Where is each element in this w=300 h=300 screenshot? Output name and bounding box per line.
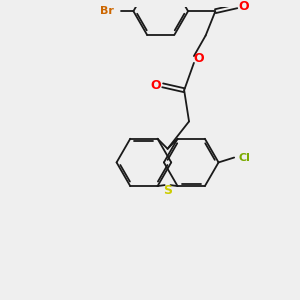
Text: O: O bbox=[238, 0, 249, 13]
Text: O: O bbox=[151, 79, 161, 92]
Text: Br: Br bbox=[100, 6, 114, 16]
Text: O: O bbox=[194, 52, 204, 65]
Text: S: S bbox=[163, 184, 172, 197]
Text: Cl: Cl bbox=[238, 152, 250, 163]
